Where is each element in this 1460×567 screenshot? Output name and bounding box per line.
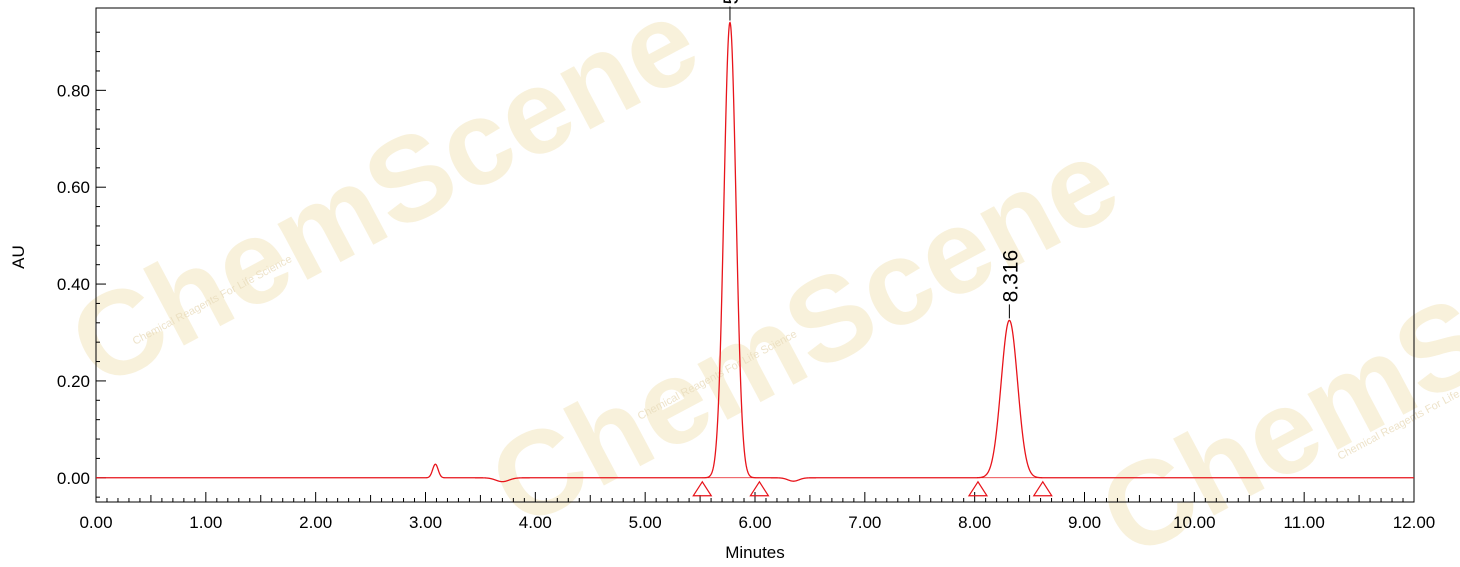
integration-marker [749, 480, 770, 497]
integration-marker [967, 480, 989, 497]
integration-marker [1032, 480, 1053, 497]
peak-label: 5.772 [720, 0, 743, 5]
x-tick-label: 3.00 [409, 513, 442, 532]
y-tick-label: 0.40 [57, 275, 90, 294]
y-axis: 0.00 0.20 0.40 0.60 0.80 [57, 31, 106, 498]
x-tick-label: 10.00 [1173, 513, 1216, 532]
x-tick-label: 12.00 [1393, 513, 1436, 532]
watermark-layer: ChemScene Chemical Reagents For Life Sci… [49, 0, 1460, 567]
integration-marker [692, 480, 713, 497]
x-tick-label: 7.00 [848, 513, 881, 532]
peak-markers: 5.772 8.316 [692, 0, 1053, 497]
x-axis-label: Minutes [725, 543, 785, 562]
y-tick-label: 0.00 [57, 469, 90, 488]
x-tick-label: 4.00 [519, 513, 552, 532]
peak-label: 8.316 [999, 250, 1022, 303]
x-tick-label: 11.00 [1284, 513, 1325, 532]
x-axis: 0.00 1.00 2.00 3.00 4.00 5.00 6.00 7.00 8.00 9.00… [79, 492, 1435, 532]
y-axis-label: AU [9, 245, 28, 269]
x-tick-label: 0.00 [79, 513, 112, 532]
y-tick-label: 0.60 [57, 178, 90, 197]
x-tick-label: 5.00 [629, 513, 662, 532]
watermark-brand: ChemScene [49, 0, 718, 413]
watermark-brand: ChemScene [469, 112, 1138, 553]
x-tick-label: 6.00 [738, 513, 771, 532]
x-tick-label: 9.00 [1068, 513, 1101, 532]
watermark-brand: ChemScene [1079, 142, 1460, 567]
y-tick-label: 0.80 [57, 81, 90, 100]
x-tick-label: 8.00 [958, 513, 991, 532]
y-tick-label: 0.20 [57, 372, 90, 391]
x-tick-label: 2.00 [299, 513, 332, 532]
x-tick-label: 1.00 [189, 513, 222, 532]
chromatogram-trace [96, 21, 1414, 483]
